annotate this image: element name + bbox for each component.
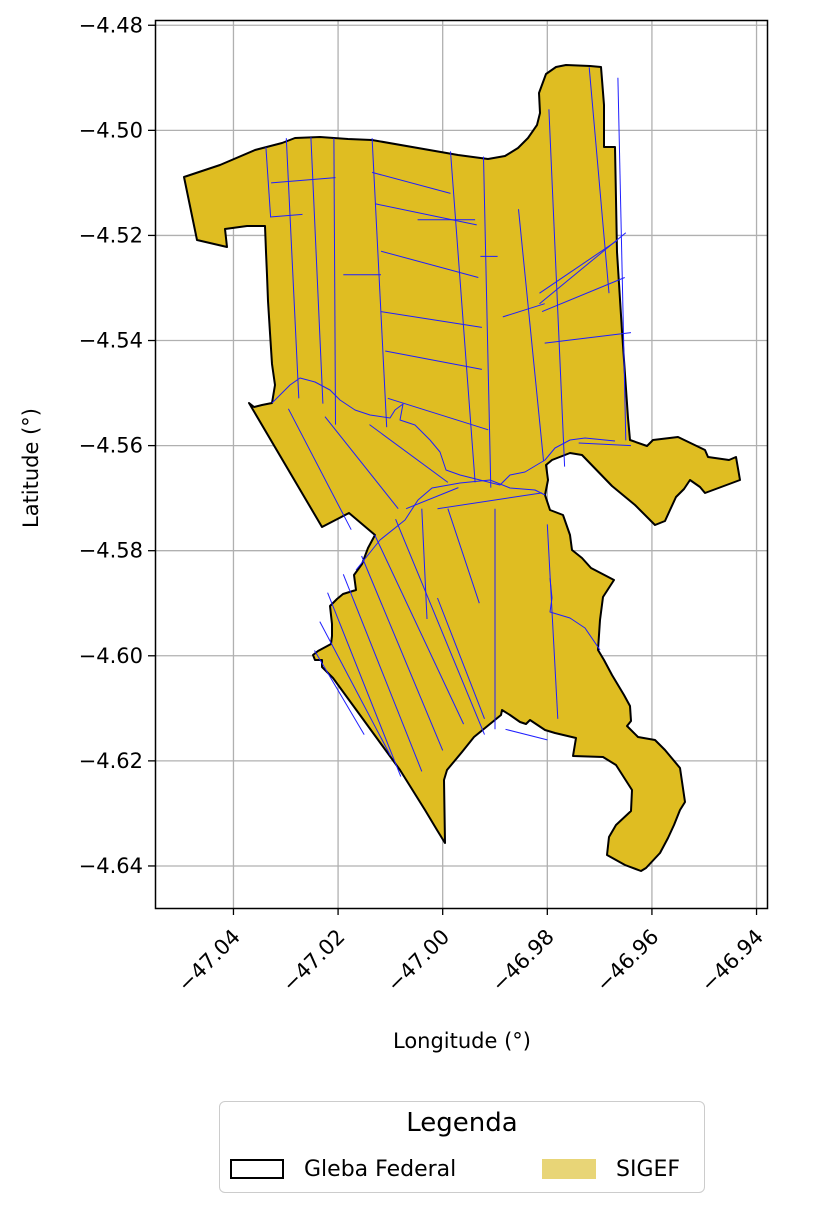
- x-tick-label: −47.00: [382, 925, 454, 997]
- sigef-parcel-line: [371, 138, 388, 428]
- sigef-parcel-line: [314, 650, 365, 735]
- sigef-boundary-lower: [355, 479, 546, 571]
- sigef-parcel-line: [333, 138, 336, 425]
- x-tick-label: −46.96: [592, 925, 664, 997]
- legend-swatch-gleba-federal: [230, 1159, 284, 1179]
- x-tick-label: −47.02: [278, 925, 350, 997]
- sigef-parcel-line: [270, 213, 303, 218]
- sigef-parcel-line: [588, 67, 610, 294]
- legend-entry-gleba-federal: Gleba Federal: [230, 1155, 456, 1183]
- sigef-parcel-line: [369, 424, 449, 483]
- legend-label-gleba-federal: Gleba Federal: [304, 1156, 457, 1182]
- sigef-parcel-line: [380, 250, 479, 278]
- sigef-parcel-line: [287, 408, 352, 530]
- sigef-parcel-line: [380, 311, 482, 328]
- sigef-parcel-line: [617, 77, 627, 441]
- sigef-parcel-line: [447, 508, 480, 604]
- y-tick-label: −4.60: [79, 644, 143, 668]
- sigef-parcel-line: [483, 156, 492, 488]
- sigef-parcel-line: [544, 332, 632, 344]
- y-tick-label: −4.62: [79, 749, 143, 773]
- y-tick-label: −4.48: [79, 13, 143, 37]
- sigef-parcel-line: [450, 151, 476, 483]
- y-tick-label: −4.50: [79, 118, 143, 142]
- sigef-parcel-line: [395, 519, 485, 735]
- y-axis-title: Latitude (°): [19, 408, 43, 528]
- sigef-boundary-east: [549, 577, 601, 651]
- sigef-parcel-line: [405, 487, 459, 510]
- legend-label-sigef: SIGEF: [616, 1156, 681, 1182]
- sigef-parcel-line: [578, 442, 632, 447]
- y-tick-label: −4.54: [79, 329, 143, 353]
- sigef-parcel-line: [539, 240, 618, 294]
- legend-swatch-sigef: [542, 1159, 596, 1179]
- sigef-parcel-line: [437, 492, 543, 510]
- x-axis-title: Longitude (°): [393, 1029, 531, 1053]
- sigef-parcel-line: [421, 508, 428, 620]
- sigef-parcel-line: [387, 397, 489, 431]
- sigef-parcel-line: [541, 277, 625, 313]
- sigef-parcel-line: [385, 350, 482, 370]
- sigef-parcel-line: [437, 597, 485, 719]
- sigef-parcel-line: [518, 209, 545, 462]
- gleba-federal-polygons: [183, 64, 741, 872]
- y-tick-label: −4.56: [79, 434, 143, 458]
- sigef-parcel-line: [324, 416, 399, 510]
- sigef-parcel-line: [375, 203, 477, 226]
- sigef-parcel-line: [342, 574, 423, 772]
- sigef-parcel-line: [327, 592, 402, 777]
- sigef-parcel-line: [505, 728, 548, 741]
- sigef-parcel-line: [548, 109, 566, 467]
- sigef-parcel-boundaries: [265, 67, 632, 777]
- gleba-polygon-north: [183, 64, 741, 872]
- sigef-parcel-line: [502, 303, 545, 318]
- y-tick-label: −4.64: [79, 854, 143, 878]
- sigef-parcel-line: [371, 171, 451, 194]
- axes-frame: [154, 19, 769, 910]
- sigef-parcel-line: [546, 524, 559, 719]
- y-tick-label: −4.52: [79, 223, 143, 247]
- legend-entry-sigef: SIGEF: [542, 1155, 680, 1183]
- x-tick-label: −46.98: [487, 925, 559, 997]
- sigef-parcel-line: [374, 534, 465, 725]
- x-tick-label: −47.04: [173, 925, 245, 997]
- sigef-boundary-ring: [271, 377, 616, 486]
- x-tick-label: −46.94: [696, 925, 768, 997]
- legend: Legenda Gleba Federal SIGEF: [219, 1101, 705, 1193]
- sigef-parcel-line: [271, 177, 336, 184]
- sigef-parcel-line: [310, 137, 324, 404]
- y-tick-label: −4.58: [79, 539, 143, 563]
- legend-title: Legenda: [406, 1108, 518, 1138]
- sigef-parcel-line: [265, 147, 272, 218]
- sigef-parcel-line: [361, 555, 444, 751]
- sigef-parcel-line: [319, 621, 391, 756]
